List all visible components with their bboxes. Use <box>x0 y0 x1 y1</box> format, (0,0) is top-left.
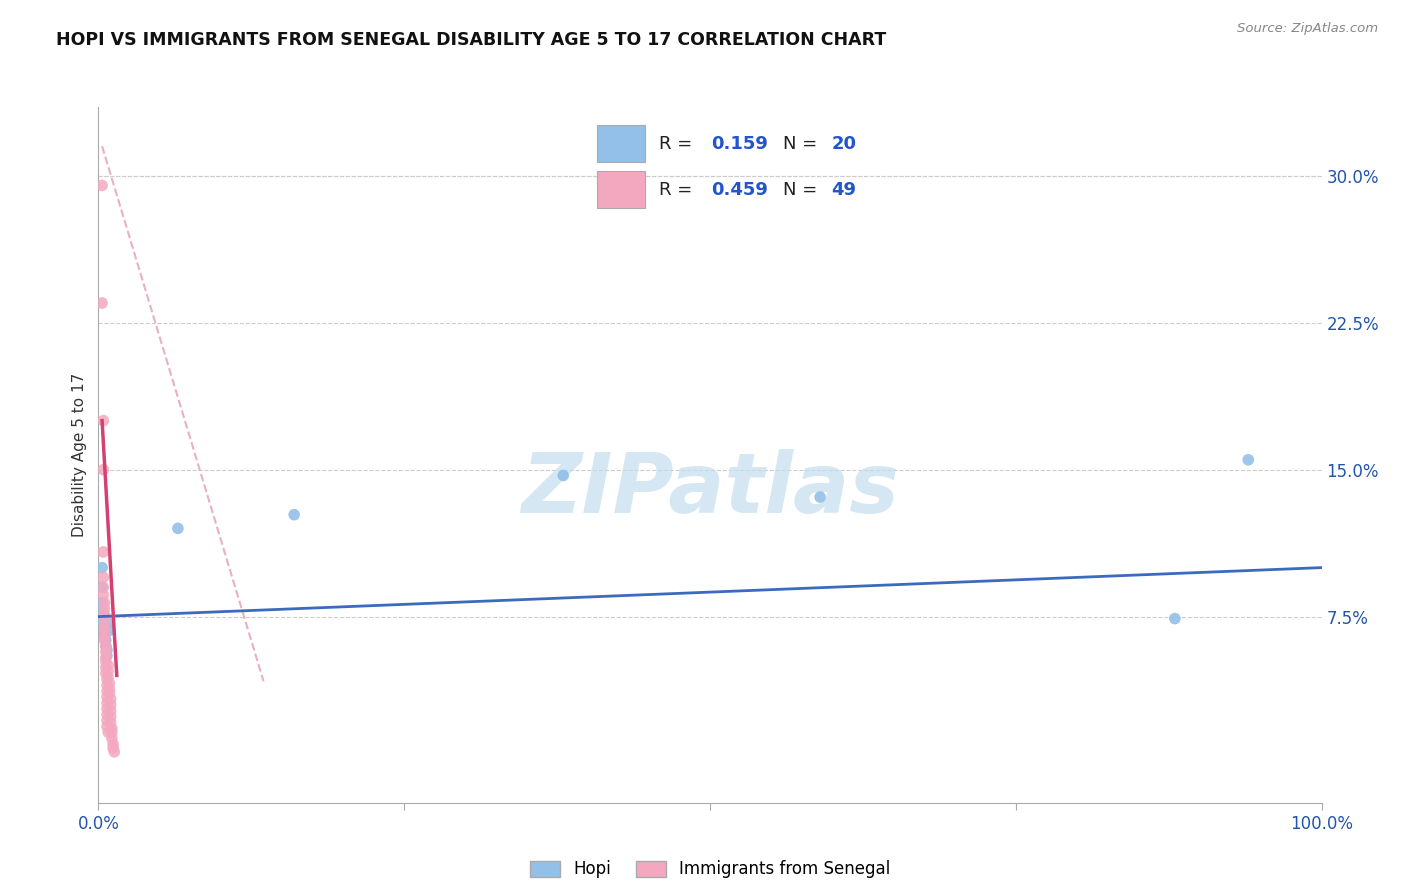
FancyBboxPatch shape <box>598 125 645 162</box>
Point <box>100 709 122 723</box>
Point <box>93 611 115 625</box>
Point <box>100 704 122 718</box>
Point <box>91 462 114 476</box>
Point <box>93 601 115 615</box>
Text: HOPI VS IMMIGRANTS FROM SENEGAL DISABILITY AGE 5 TO 17 CORRELATION CHART: HOPI VS IMMIGRANTS FROM SENEGAL DISABILI… <box>56 31 887 49</box>
Text: 49: 49 <box>831 181 856 199</box>
Point <box>96 714 118 728</box>
Point <box>98 686 121 700</box>
Point <box>94 639 117 653</box>
Text: 0.159: 0.159 <box>711 135 768 153</box>
Point <box>91 606 114 620</box>
Text: R =: R = <box>659 181 699 199</box>
Point <box>101 725 124 739</box>
Point <box>96 673 118 687</box>
Point <box>93 596 115 610</box>
Point <box>96 707 118 722</box>
Point <box>98 676 121 690</box>
Point <box>101 722 124 736</box>
Point <box>1237 452 1260 467</box>
Point <box>94 660 117 674</box>
Point <box>103 745 125 759</box>
Point <box>94 645 117 659</box>
Point <box>96 696 118 710</box>
Legend: Hopi, Immigrants from Senegal: Hopi, Immigrants from Senegal <box>523 854 897 885</box>
Point <box>93 624 115 638</box>
Point <box>91 588 114 602</box>
Point <box>91 545 114 559</box>
Point <box>93 633 115 648</box>
Point <box>91 570 114 584</box>
Point <box>91 296 114 310</box>
Text: N =: N = <box>783 135 824 153</box>
Point <box>98 624 121 638</box>
Y-axis label: Disability Age 5 to 17: Disability Age 5 to 17 <box>72 373 87 537</box>
Point <box>94 633 117 648</box>
Point <box>97 725 120 739</box>
Text: Source: ZipAtlas.com: Source: ZipAtlas.com <box>1237 22 1378 36</box>
Point <box>100 698 122 712</box>
Point <box>101 740 124 755</box>
Point <box>100 692 122 706</box>
Point <box>97 670 120 684</box>
Point <box>91 580 114 594</box>
Point <box>94 655 117 669</box>
Point <box>91 414 114 428</box>
Point <box>283 508 305 522</box>
Point <box>97 615 120 630</box>
Point <box>93 629 115 643</box>
Point <box>96 678 118 692</box>
Point <box>96 643 118 657</box>
Point <box>167 521 190 535</box>
Point <box>93 619 115 633</box>
Point <box>93 607 115 622</box>
Point <box>96 719 118 733</box>
FancyBboxPatch shape <box>598 171 645 208</box>
Text: 20: 20 <box>831 135 856 153</box>
Point <box>553 468 575 483</box>
Point <box>101 731 124 745</box>
Text: 0.459: 0.459 <box>711 181 768 199</box>
Point <box>98 682 121 697</box>
Point <box>96 684 118 698</box>
Point <box>96 702 118 716</box>
Point <box>808 490 831 504</box>
Text: R =: R = <box>659 135 699 153</box>
Point <box>91 560 114 574</box>
Point <box>91 596 114 610</box>
Point <box>94 650 117 665</box>
Point <box>96 648 118 663</box>
Point <box>1164 611 1187 625</box>
Point <box>91 614 114 628</box>
Point <box>101 737 124 751</box>
Point <box>96 690 118 704</box>
Point <box>97 665 120 679</box>
Point <box>97 658 120 673</box>
Text: ZIPatlas: ZIPatlas <box>522 450 898 530</box>
Point <box>91 580 114 594</box>
Text: N =: N = <box>783 181 824 199</box>
Point <box>94 639 117 653</box>
Point <box>93 629 115 643</box>
Point <box>93 625 115 640</box>
Point <box>100 715 122 730</box>
Point <box>94 666 117 681</box>
Point <box>93 617 115 632</box>
Point <box>91 178 114 193</box>
